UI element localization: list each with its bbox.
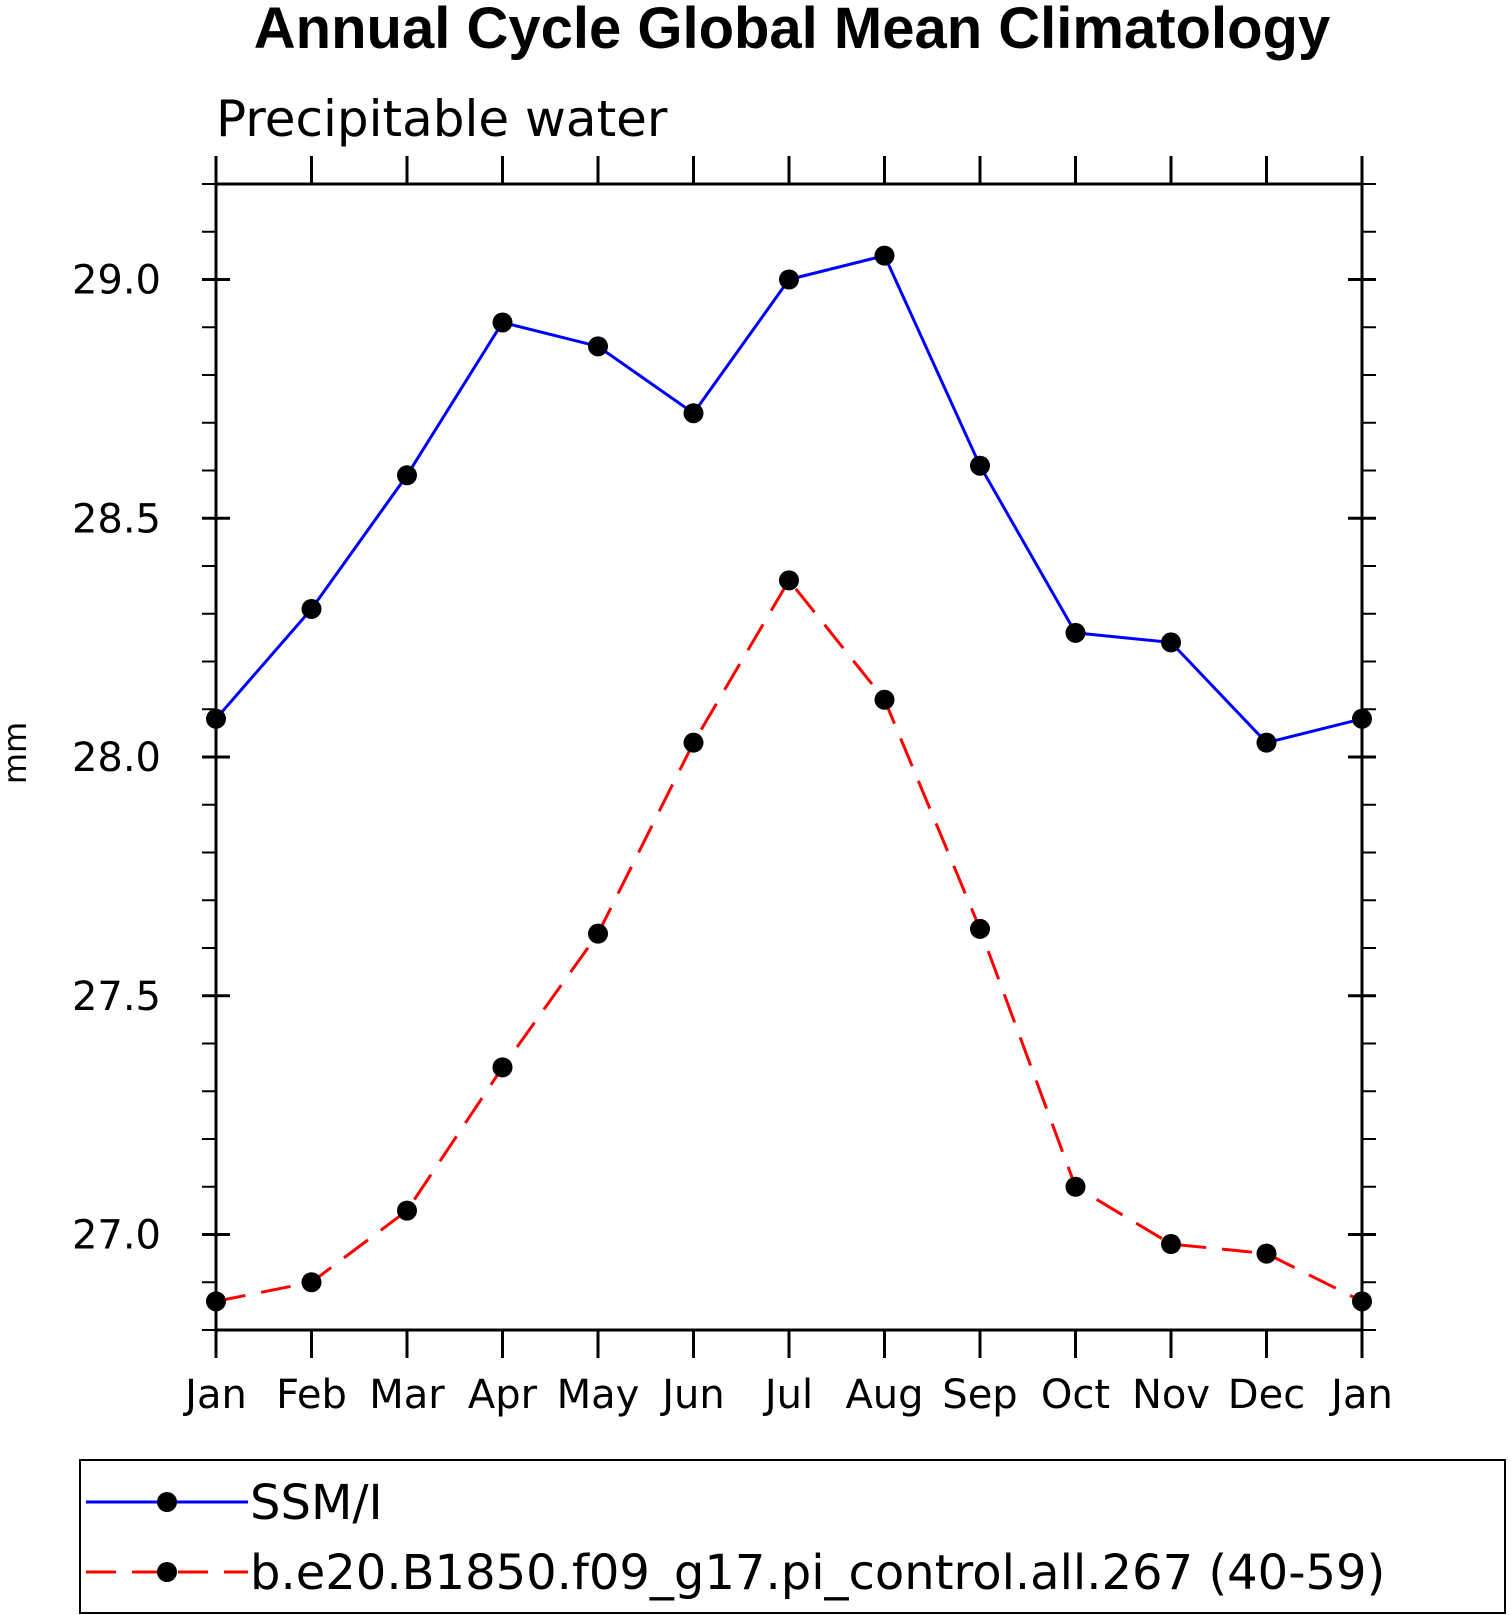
series-point-1 <box>779 570 799 591</box>
series-point-0 <box>301 598 322 619</box>
series-point-0 <box>1065 622 1086 643</box>
series-point-0 <box>683 403 704 424</box>
x-tick-label: Apr <box>468 1372 538 1418</box>
chart-title: Annual Cycle Global Mean Climatology <box>254 0 1330 61</box>
series-point-0 <box>492 312 513 333</box>
x-tick-labels: Jan Feb Mar Apr May Jun Jul Aug Sep Oct Nov Dec Jan <box>182 1372 1393 1418</box>
axis-ticks <box>202 156 1376 1358</box>
x-tick-label: Jul <box>762 1372 813 1418</box>
x-tick-label: May <box>557 1372 640 1418</box>
legend-marker-0 <box>157 1492 177 1512</box>
series-point-1 <box>970 918 990 939</box>
x-tick-label: Feb <box>276 1372 347 1418</box>
series-point-0 <box>874 245 895 266</box>
chart-subtitle: Precipitable water <box>216 90 668 148</box>
series-point-1 <box>874 689 895 710</box>
series-point-0 <box>588 336 608 357</box>
series-point-0 <box>1352 708 1372 729</box>
series-point-0 <box>779 269 799 290</box>
x-tick-label: Dec <box>1228 1372 1305 1418</box>
legend: SSM/I b.e20.B1850.f09_g17.pi_control.all.… <box>86 1475 1385 1601</box>
series-point-1 <box>1256 1243 1277 1264</box>
legend-label-0: SSM/I <box>250 1475 383 1531</box>
series-point-0 <box>397 465 417 486</box>
y-axis-label: mm <box>0 722 34 784</box>
legend-box <box>79 1459 1506 1614</box>
series-point-1 <box>588 923 608 944</box>
plot-frame <box>214 182 1364 1332</box>
series-point-1 <box>1065 1176 1086 1197</box>
x-tick-label: Sep <box>942 1372 1017 1418</box>
y-tick-label: 28.0 <box>72 735 161 781</box>
series-point-1 <box>301 1272 322 1293</box>
y-tick-label: 27.5 <box>72 974 161 1020</box>
x-tick-label: Nov <box>1132 1372 1210 1418</box>
y-tick-labels: 27.0 27.5 28.0 28.5 29.0 <box>72 258 161 1259</box>
series-point-1 <box>397 1200 417 1221</box>
legend-label-1: b.e20.B1850.f09_g17.pi_control.all.267 (… <box>250 1545 1385 1601</box>
legend-marker-1 <box>157 1562 177 1582</box>
x-tick-label: Oct <box>1041 1372 1110 1418</box>
x-tick-label: Jan <box>1328 1372 1393 1418</box>
series-point-1 <box>1352 1291 1372 1312</box>
series-line-1 <box>215 577 1363 1303</box>
series-point-1 <box>206 1291 226 1312</box>
series-point-0 <box>1256 732 1277 753</box>
x-tick-label: Jun <box>659 1372 725 1418</box>
series-point-1 <box>683 732 704 753</box>
y-tick-label: 28.5 <box>72 496 161 542</box>
series-point-0 <box>206 708 226 729</box>
series-point-0 <box>970 455 990 476</box>
x-tick-label: Jan <box>182 1372 247 1418</box>
y-tick-label: 29.0 <box>72 258 161 304</box>
series-point-1 <box>1161 1234 1181 1255</box>
series-point-1 <box>492 1057 513 1078</box>
series-point-0 <box>1161 632 1181 653</box>
series-layer <box>206 245 1372 1312</box>
x-tick-label: Aug <box>845 1372 923 1418</box>
series-line-0 <box>214 253 1363 745</box>
y-tick-label: 27.0 <box>72 1213 161 1259</box>
x-tick-label: Mar <box>369 1372 445 1418</box>
